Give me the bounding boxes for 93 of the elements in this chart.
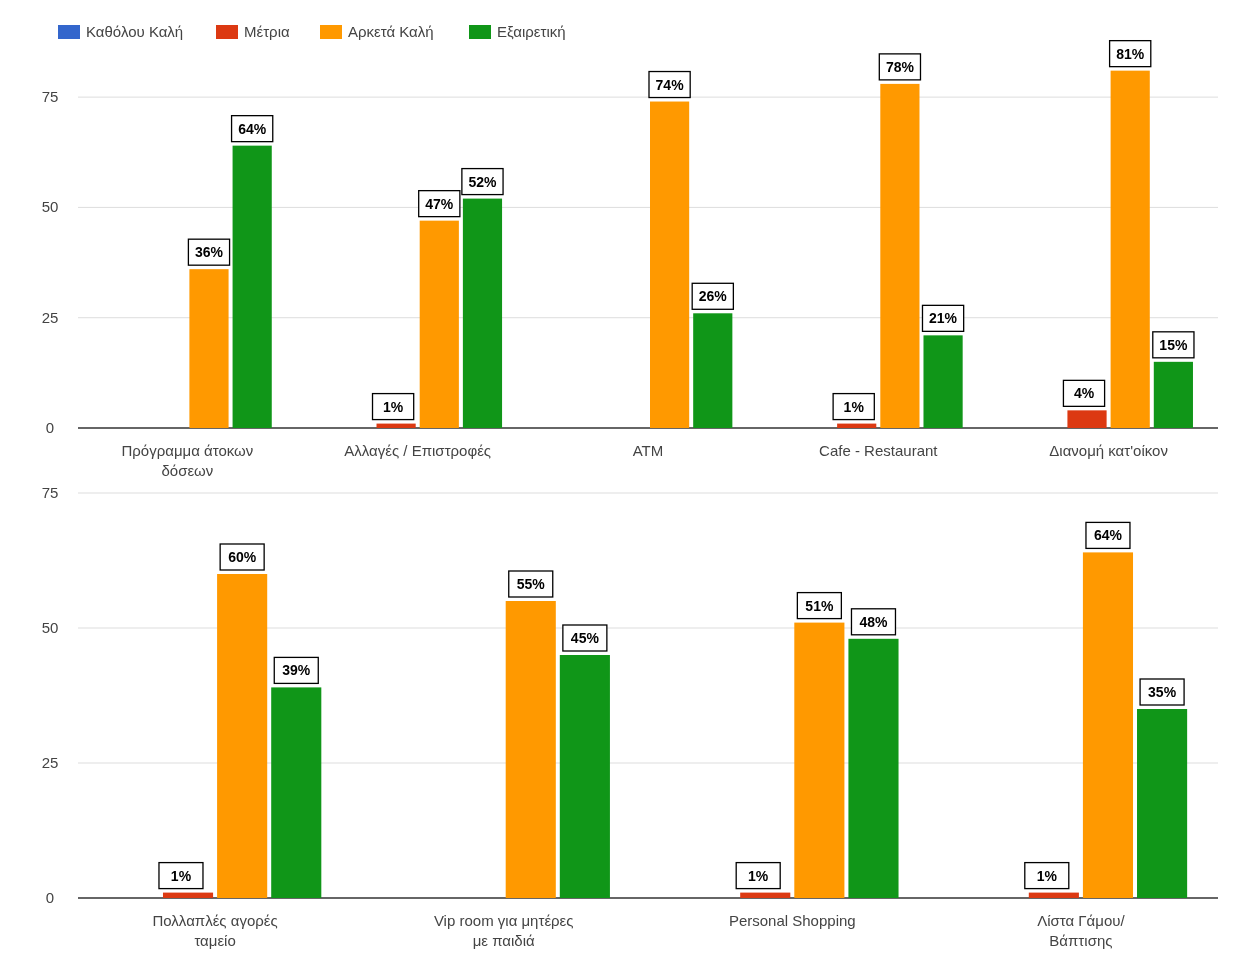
value-label-box: 51% [796,591,842,620]
x-tick-label: Λίστα Γάμου/ Βάπτισης [1037,912,1126,949]
value-label-box: 64% [230,115,274,143]
y-tick-label: 50 [41,619,59,636]
y-tick-label: 0 [45,419,55,436]
data-label: 26% [698,288,728,305]
bar [848,638,899,898]
bar [1110,70,1150,428]
value-label-box: 78% [878,53,922,81]
bar [650,101,690,428]
bar [693,313,733,428]
value-label-box: 60% [219,543,265,571]
data-label: 52% [468,173,498,190]
value-label-box: 39% [273,656,319,685]
y-tick-label: 75 [41,88,59,106]
data-label: 15% [1159,336,1188,353]
data-label: 48% [859,613,889,630]
x-tick-label: Διανομή κατ'οίκον [1049,442,1168,459]
data-label: 1% [1036,867,1058,884]
legend-label: Εξαιρετική [497,23,566,40]
data-label: 45% [570,630,600,646]
bar [1028,892,1079,898]
value-label-box: 45% [562,624,608,652]
data-label: 39% [282,662,311,679]
value-label-box: 36% [187,238,231,266]
x-tick-label: ATM [632,442,664,459]
x-tick-label: Personal Shopping [728,912,856,929]
data-label: 78% [885,58,915,75]
value-label-box: 4% [1062,379,1106,407]
data-label: 64% [1093,527,1123,544]
data-label: 81% [1116,45,1145,62]
bar [189,269,229,428]
data-label: 1% [170,867,192,884]
data-label: 51% [805,597,834,614]
data-label: 55% [516,576,546,592]
bar [794,622,845,898]
value-label-box: 64% [1085,521,1131,550]
data-label: 36% [194,244,224,261]
bar [880,83,920,428]
x-tick-label: Αλλαγές / Επιστροφές [344,442,492,459]
bar [1082,552,1134,898]
data-label: 35% [1148,684,1177,700]
value-label-box: 1% [832,392,875,421]
bar [232,145,272,428]
data-label: 74% [655,76,685,93]
value-label-box: 21% [921,304,965,332]
value-label-box: 1% [1024,861,1070,890]
bar [217,574,268,898]
bar [271,687,322,898]
bar [419,220,459,428]
value-label-box: 1% [735,861,781,890]
bar [1067,410,1107,428]
value-label-box: 55% [508,570,554,598]
legend-label: Μέτρια [244,23,290,40]
x-tick-label: Πρόγραμμα άτοκων δόσεων [121,442,254,479]
data-label: 1% [382,398,404,415]
data-label: 47% [425,195,454,212]
value-label-box: 35% [1139,678,1185,706]
value-label-box: 1% [371,392,415,421]
bar [376,423,416,428]
bar [162,892,214,898]
value-label-box: 15% [1152,331,1195,359]
y-tick-label: 25 [41,308,59,326]
legend-label: Καθόλου Καλή [86,23,184,40]
value-label-box: 48% [850,608,897,636]
y-tick-label: 25 [41,754,59,771]
data-label: 64% [238,120,267,137]
data-label: 21% [929,310,958,327]
x-tick-label: Cafe - Restaurant [819,442,939,459]
bar [505,601,556,898]
x-tick-label: Vip room για μητέρες με παιδιά [433,912,574,949]
bar [462,198,503,428]
legend-label: Αρκετά Καλή [348,23,434,40]
bar [559,655,610,898]
data-label: 4% [1073,385,1095,402]
value-label-box: 81% [1108,40,1152,68]
x-tick-label: Πολλαπλές αγορές ταμείο [152,912,278,949]
y-tick-label: 0 [45,889,55,906]
data-label: 1% [843,398,865,415]
bar [740,892,791,898]
value-label-box: 74% [648,70,691,99]
value-label-box: 26% [691,282,734,310]
bar [923,335,963,428]
y-tick-label: 50 [41,198,59,216]
data-label: 1% [748,867,769,884]
y-tick-label: 75 [41,484,59,501]
value-label-box: 1% [158,861,204,890]
data-label: 60% [228,549,257,565]
value-label-box: 52% [461,167,504,196]
bar [1137,709,1188,898]
value-label-box: 47% [418,190,461,218]
bar [837,423,877,428]
bar [1153,361,1193,428]
